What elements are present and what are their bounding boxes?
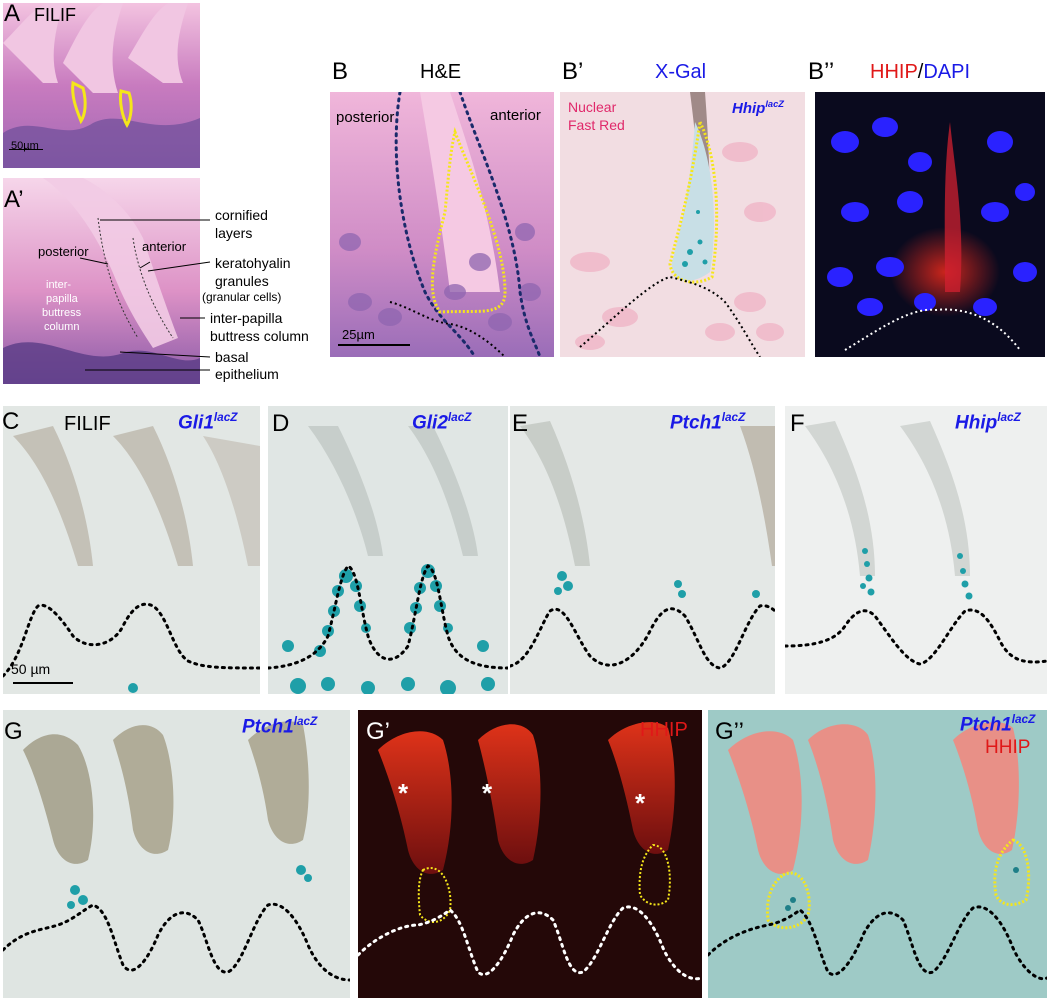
panel-b-prime-title: X-Gal	[655, 62, 706, 82]
panel-label-f: F	[790, 412, 805, 436]
label-anterior-b: anterior	[490, 108, 541, 123]
panel-g-prime-image: * * *	[358, 710, 702, 998]
tissue-d	[268, 406, 508, 694]
label-basal: basal	[215, 350, 248, 364]
fluorescence-g-prime	[358, 710, 702, 998]
tissue-e	[510, 406, 775, 694]
label-buttress: buttress	[42, 308, 81, 319]
panel-label-g-double-prime: G’’	[715, 720, 744, 744]
panel-label-b-prime: B’	[562, 60, 583, 84]
panel-label-b-double-prime: B’’	[808, 60, 834, 84]
panel-label-c: C	[2, 410, 19, 434]
label-epithelium: epithelium	[215, 367, 279, 381]
label-granular-cells: (granular cells)	[202, 291, 281, 303]
label-cornified: cornified	[215, 208, 268, 222]
label-anterior-a: anterior	[142, 240, 186, 253]
gene-label-g: Ptch1lacZ	[242, 716, 317, 736]
label-buttress-column-right: buttress column	[210, 329, 309, 343]
gene-label-d: Gli2lacZ	[412, 412, 471, 432]
label-inter: inter-	[46, 280, 71, 291]
label-interpapilla-right: inter-papilla	[210, 311, 282, 325]
panel-c-title: FILIF	[64, 414, 111, 434]
panel-label-g-prime: G’	[366, 720, 390, 744]
asterisk-2: *	[482, 780, 492, 806]
scale-bar-c: 50 µm	[11, 662, 50, 676]
panel-label-e: E	[512, 412, 528, 436]
panel-g-double-prime-title: HHIP	[985, 738, 1030, 757]
label-keratohyalin: keratohyalin	[215, 256, 291, 270]
panel-label-d: D	[272, 412, 289, 436]
gene-label-c: Gli1lacZ	[178, 412, 237, 432]
label-granules: granules	[215, 274, 269, 288]
panel-b-prime-image: Nuclear Fast Red HhiplacZ	[560, 92, 805, 357]
panel-c-image: 50 µm	[3, 406, 260, 694]
tissue-g	[3, 710, 350, 998]
tissue-c	[3, 406, 260, 694]
panel-e-image	[510, 406, 775, 694]
panel-b-double-prime-title: HHIP/DAPI	[870, 62, 970, 82]
label-posterior-b: posterior	[336, 110, 394, 125]
panel-d-image	[268, 406, 508, 694]
asterisk-1: *	[398, 780, 408, 806]
gene-label-e: Ptch1lacZ	[670, 412, 745, 432]
panel-b-image: posterior anterior 25µm	[330, 92, 554, 357]
label-layers: layers	[215, 226, 252, 240]
panel-f-image	[785, 406, 1047, 694]
label-papilla: papilla	[46, 294, 78, 305]
tissue-f	[785, 406, 1047, 694]
gene-label-f: HhiplacZ	[955, 412, 1021, 432]
he-tissue-b	[330, 92, 554, 357]
panel-label-b: B	[332, 60, 348, 84]
label-column: column	[44, 322, 79, 333]
stain-label-1: Nuclear	[568, 100, 616, 114]
panel-b-double-prime-image	[815, 92, 1045, 357]
panel-g-image	[3, 710, 350, 998]
stain-label-2: Fast Red	[568, 118, 625, 132]
panel-b-title: H&E	[420, 62, 461, 82]
asterisk-3: *	[635, 790, 645, 816]
scale-bar-b: 25µm	[342, 328, 375, 341]
fluorescence-b-double-prime	[815, 92, 1045, 357]
gene-label-b-prime: HhiplacZ	[732, 100, 784, 116]
panel-label-g: G	[4, 720, 23, 744]
label-posterior-a: posterior	[38, 245, 89, 258]
gene-label-g-double-prime: Ptch1lacZ	[960, 714, 1035, 734]
panel-g-prime-title: HHIP	[640, 720, 688, 740]
